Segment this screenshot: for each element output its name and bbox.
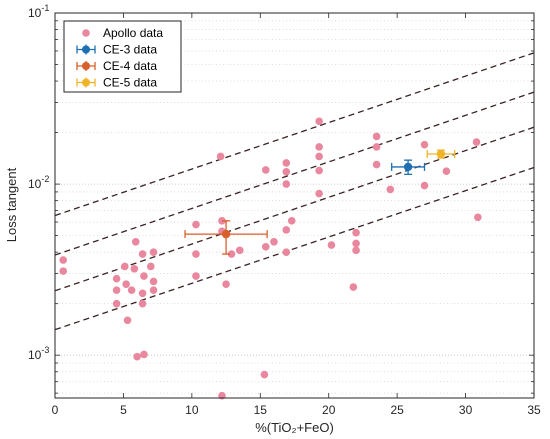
data-point bbox=[270, 237, 278, 246]
data-point bbox=[221, 229, 231, 239]
legend-marker bbox=[82, 78, 90, 87]
data-point bbox=[112, 286, 121, 294]
data-point bbox=[420, 140, 429, 149]
data-point bbox=[442, 167, 451, 175]
data-point bbox=[222, 280, 230, 288]
x-tick-label: 5 bbox=[120, 403, 127, 417]
data-point bbox=[386, 185, 395, 194]
data-point bbox=[149, 248, 158, 256]
data-point bbox=[372, 143, 381, 151]
legend-marker bbox=[82, 62, 90, 70]
legend-marker bbox=[82, 29, 90, 37]
data-point bbox=[140, 272, 148, 280]
data-point bbox=[216, 152, 225, 161]
data-point bbox=[133, 352, 141, 361]
trend-line bbox=[54, 166, 535, 331]
plot-frame bbox=[54, 12, 535, 399]
x-tick-label: 25 bbox=[390, 403, 404, 417]
data-point bbox=[112, 274, 121, 283]
x-tick-label: 10 bbox=[185, 403, 199, 417]
x-tick-label: 0 bbox=[52, 403, 59, 417]
data-point bbox=[436, 149, 446, 159]
y-tick-label: 10-3 bbox=[28, 345, 49, 362]
data-point bbox=[282, 226, 291, 234]
data-point bbox=[192, 272, 200, 280]
x-tick-label: 35 bbox=[527, 403, 541, 417]
data-point bbox=[112, 299, 121, 308]
data-point bbox=[315, 117, 323, 126]
error-bars bbox=[184, 149, 456, 255]
data-point bbox=[235, 246, 244, 255]
data-point bbox=[123, 316, 132, 325]
data-point bbox=[260, 370, 269, 379]
data-point bbox=[472, 138, 481, 146]
data-point bbox=[282, 248, 291, 256]
data-point bbox=[403, 162, 413, 172]
legend-label: CE-4 data bbox=[103, 59, 157, 73]
legend: Apollo data CE-3 data CE-4 data CE-5 data bbox=[63, 20, 182, 93]
data-point bbox=[352, 239, 360, 248]
legend-marker bbox=[82, 45, 90, 54]
y-axis-label: Loss tangent bbox=[4, 167, 19, 242]
data-point bbox=[349, 283, 358, 291]
data-point bbox=[120, 262, 129, 271]
data-point bbox=[261, 243, 270, 251]
trend-line bbox=[54, 91, 535, 256]
y-tick-label: 10-1 bbox=[28, 3, 49, 20]
data-point bbox=[282, 159, 291, 167]
data-points bbox=[59, 117, 482, 400]
x-tick-label: 20 bbox=[322, 403, 336, 417]
legend-label: CE-3 data bbox=[103, 43, 157, 57]
legend-label: CE-5 data bbox=[103, 76, 157, 90]
data-point bbox=[147, 262, 155, 271]
data-point bbox=[122, 280, 130, 288]
data-point bbox=[192, 220, 200, 229]
data-point bbox=[227, 250, 236, 258]
data-point bbox=[130, 264, 139, 273]
data-point bbox=[372, 132, 381, 141]
data-point bbox=[127, 286, 136, 294]
data-point bbox=[352, 228, 360, 237]
x-axis-label: %(TiO₂+FeO) bbox=[255, 420, 334, 435]
data-point bbox=[315, 166, 323, 175]
trend-line bbox=[54, 52, 535, 217]
data-point bbox=[372, 160, 381, 169]
data-point bbox=[218, 217, 226, 225]
data-point bbox=[140, 350, 148, 359]
data-point bbox=[131, 237, 140, 246]
data-point bbox=[59, 267, 68, 275]
data-point bbox=[59, 256, 68, 264]
data-point bbox=[287, 217, 296, 225]
data-point bbox=[138, 250, 147, 258]
data-point bbox=[315, 189, 323, 198]
grid bbox=[55, 12, 534, 394]
data-point bbox=[261, 166, 270, 174]
data-point bbox=[474, 213, 482, 222]
y-tick-label: 10-2 bbox=[28, 174, 49, 191]
data-point bbox=[138, 289, 147, 298]
data-point bbox=[282, 167, 291, 176]
x-tick-label: 15 bbox=[254, 403, 268, 417]
data-point bbox=[138, 299, 147, 308]
data-point bbox=[192, 250, 200, 258]
axis-ticks: 10-3 10-2 10-1 0 5 10 15 20 25 30 35 bbox=[28, 3, 541, 417]
data-point bbox=[327, 241, 336, 249]
x-tick-label: 30 bbox=[459, 403, 473, 417]
legend-label: Apollo data bbox=[103, 26, 163, 40]
data-point bbox=[352, 246, 360, 255]
data-point bbox=[149, 286, 158, 294]
data-point bbox=[282, 180, 291, 188]
data-point bbox=[420, 181, 429, 190]
data-point bbox=[315, 152, 323, 161]
data-point bbox=[315, 143, 323, 151]
data-point bbox=[149, 277, 158, 286]
